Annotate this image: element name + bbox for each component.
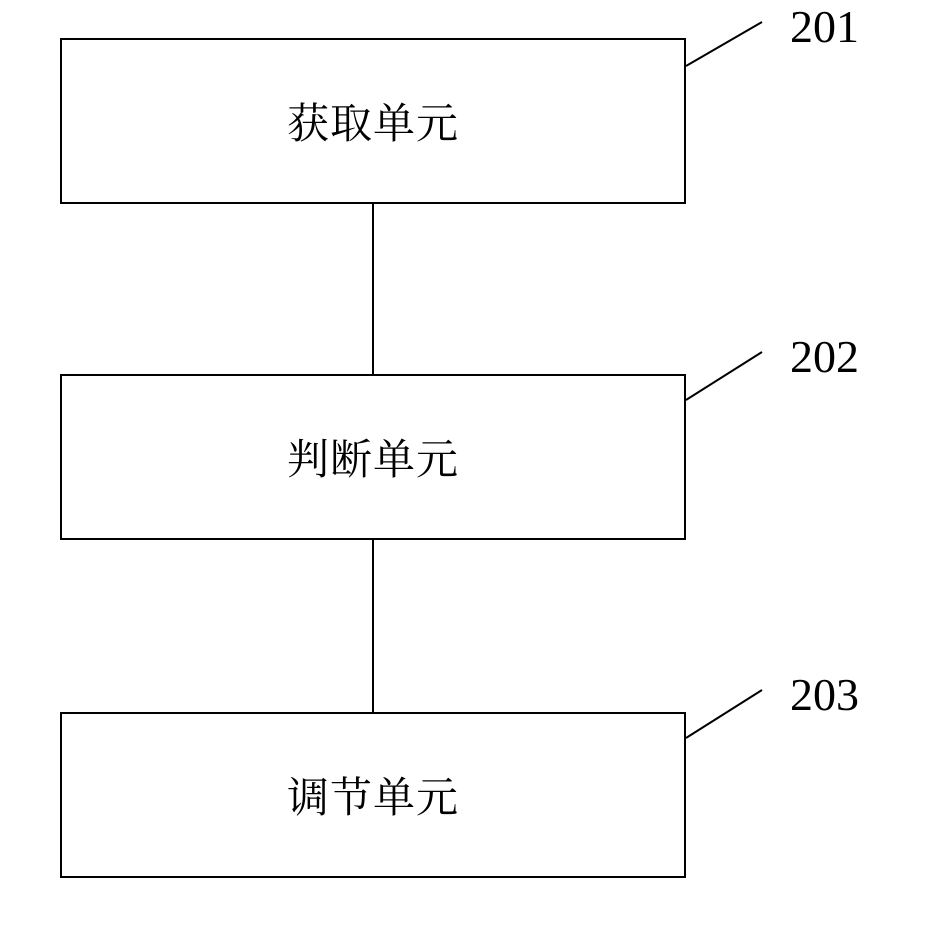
callout-line <box>0 0 926 935</box>
diagram-canvas: 获取单元 201 判断单元 202 调节单元 203 <box>0 0 926 935</box>
callout-label-203: 203 <box>790 668 859 721</box>
